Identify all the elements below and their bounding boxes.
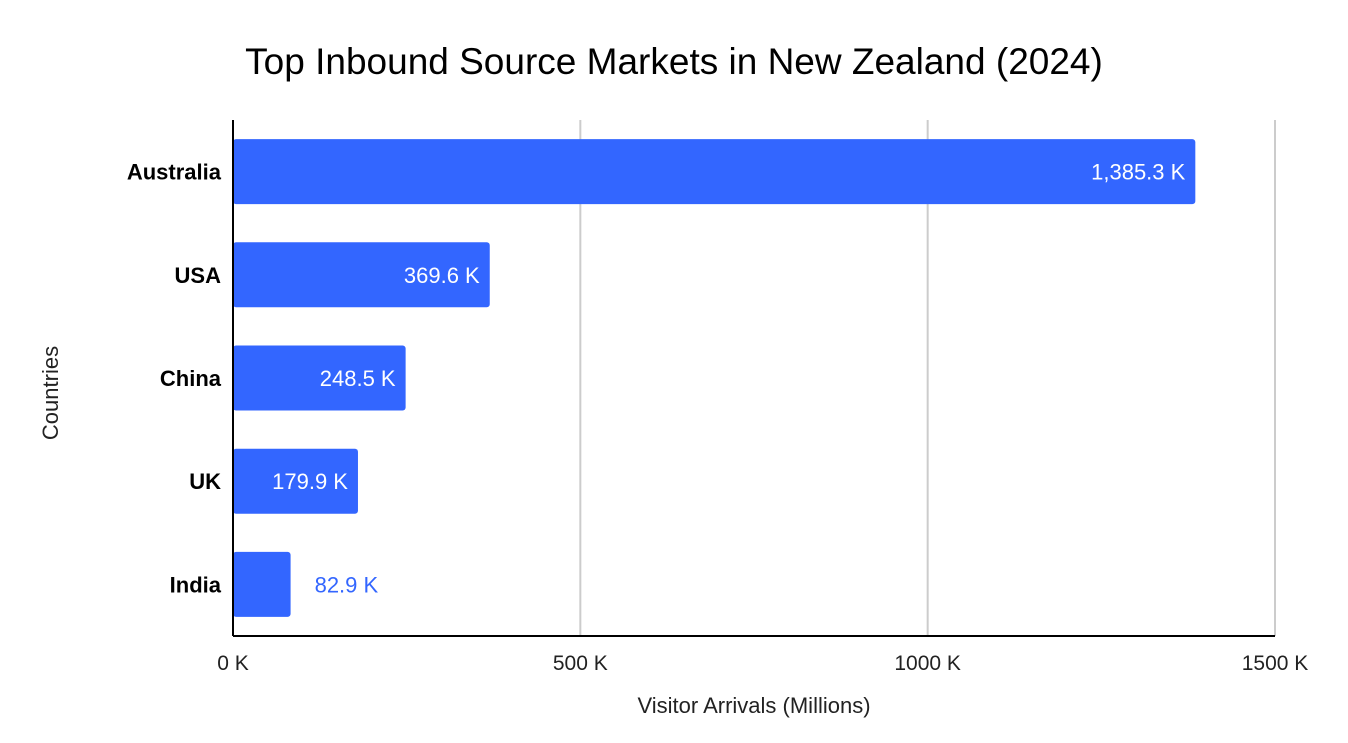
bar-usa <box>233 242 490 308</box>
labels: 0 K 500 K 1000 K 1500 K Australia 1,385.3 K US… <box>127 160 1308 675</box>
data-label: 179.9 K <box>272 469 348 494</box>
bar-india <box>233 551 291 617</box>
category-label: Australia <box>127 160 222 185</box>
category-label: India <box>170 572 222 597</box>
data-label: 248.5 K <box>320 366 396 391</box>
x-tick-label: 1000 K <box>894 652 961 675</box>
bar-uk <box>233 448 358 514</box>
bar-australia <box>233 139 1196 205</box>
category-label: China <box>160 366 222 391</box>
data-label: 1,385.3 K <box>1091 160 1186 185</box>
data-label: 82.9 K <box>315 572 379 597</box>
gridlines <box>579 120 1276 636</box>
category-label: USA <box>175 263 222 288</box>
x-tick-label: 500 K <box>553 652 608 675</box>
x-axis-title: Visitor Arrivals (Millions) <box>637 693 870 718</box>
x-tick-label: 1500 K <box>1242 652 1309 675</box>
bar-china <box>233 345 406 411</box>
bars <box>233 139 1196 617</box>
axes <box>232 120 1275 637</box>
y-axis-title: Countries <box>38 346 63 440</box>
x-tick-label: 0 K <box>217 652 249 675</box>
category-label: UK <box>189 469 221 494</box>
data-label: 369.6 K <box>404 263 480 288</box>
chart-title: Top Inbound Source Markets in New Zealan… <box>245 41 1103 82</box>
